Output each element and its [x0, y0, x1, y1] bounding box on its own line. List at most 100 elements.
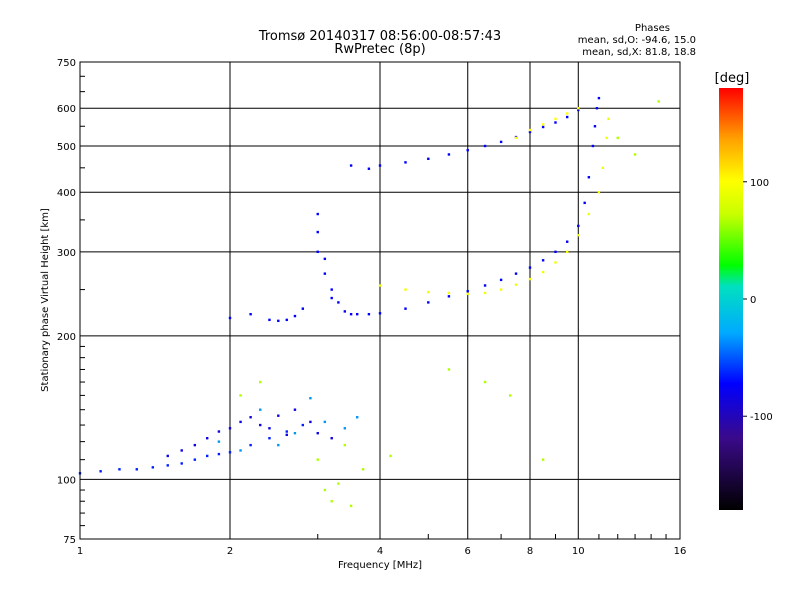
data-point — [277, 443, 280, 447]
data-point — [591, 144, 595, 148]
data-point — [343, 310, 347, 313]
data-point — [565, 115, 569, 119]
data-point — [447, 368, 451, 371]
data-point — [378, 312, 382, 315]
data-point — [337, 482, 340, 485]
data-point — [528, 277, 532, 281]
y-axis-label: Stationary phase Virtual Height [km] — [40, 208, 51, 392]
data-point — [316, 250, 319, 254]
data-point — [268, 318, 271, 322]
data-point — [228, 316, 232, 320]
data-point — [249, 443, 252, 447]
data-point — [565, 112, 569, 115]
data-point — [577, 107, 580, 110]
y-tick-label: 300 — [57, 248, 76, 259]
data-point — [323, 488, 327, 492]
data-point — [565, 250, 569, 254]
data-point — [330, 500, 333, 503]
data-point — [323, 272, 327, 275]
colorbar-tick-label: 100 — [750, 178, 769, 189]
plot-frame — [79, 61, 681, 540]
phases-mean-o: mean, sd,O: -94.6, 15.0 — [578, 35, 696, 46]
data-point — [466, 148, 469, 152]
phases-heading: Phases — [635, 23, 670, 34]
data-point — [361, 468, 365, 471]
data-point — [595, 107, 599, 110]
x-tick-label: 2 — [227, 546, 233, 557]
data-point — [259, 408, 262, 411]
data-point — [301, 423, 305, 427]
colorbar-tick-label: 0 — [750, 295, 756, 306]
data-point — [601, 166, 605, 170]
data-point — [514, 283, 518, 286]
data-point — [427, 290, 430, 294]
data-point — [554, 250, 557, 254]
data-point — [349, 504, 353, 508]
data-point — [597, 96, 601, 100]
data-point — [389, 454, 392, 458]
data-point — [205, 437, 209, 440]
colorbar-tick-label: -100 — [750, 412, 773, 423]
data-point — [508, 394, 512, 397]
data-point — [514, 136, 518, 140]
data-point — [466, 292, 469, 295]
x-tick-label: 6 — [465, 546, 471, 557]
data-point — [118, 468, 121, 471]
data-point — [239, 394, 242, 397]
data-point — [180, 449, 183, 452]
data-point — [554, 121, 557, 124]
data-point — [228, 427, 232, 430]
data-point — [616, 136, 619, 140]
data-point — [301, 307, 305, 310]
y-tick-label: 400 — [57, 188, 76, 199]
data-point — [607, 117, 610, 121]
data-point — [268, 437, 271, 440]
data-point — [249, 416, 252, 419]
data-point — [554, 117, 557, 121]
colorbar-unit-label: [deg] — [715, 71, 750, 86]
data-point — [293, 431, 297, 435]
data-point — [217, 452, 221, 456]
data-point — [166, 464, 169, 467]
x-tick-label: 16 — [674, 546, 687, 557]
data-point — [378, 284, 382, 287]
data-point — [597, 191, 601, 194]
data-point — [330, 288, 333, 291]
data-point — [228, 451, 232, 454]
data-point — [217, 430, 221, 433]
data-point — [355, 416, 359, 419]
data-point — [587, 176, 591, 179]
data-point — [447, 153, 451, 156]
chart-title-line2: RwPretec (8p) — [334, 42, 425, 57]
data-point — [343, 427, 347, 430]
data-point — [239, 420, 242, 424]
data-point — [499, 140, 503, 144]
data-point — [447, 291, 451, 295]
data-point — [499, 278, 503, 282]
data-point — [349, 164, 353, 167]
data-point — [239, 449, 242, 452]
data-point — [483, 291, 487, 295]
x-tick-label: 8 — [527, 546, 533, 557]
data-point — [404, 288, 407, 291]
grid-layer — [80, 62, 680, 539]
data-point — [316, 230, 319, 234]
data-point — [323, 420, 327, 424]
data-point — [541, 125, 545, 129]
data-point — [180, 462, 183, 465]
data-point — [605, 136, 608, 140]
data-point — [577, 234, 580, 237]
x-tick-label: 1 — [77, 546, 83, 557]
data-point — [193, 458, 197, 461]
data-point — [541, 458, 545, 461]
data-point — [316, 212, 319, 216]
data-point — [528, 266, 532, 269]
data-point — [135, 468, 138, 471]
data-point — [499, 288, 503, 291]
data-point — [528, 128, 532, 132]
data-point — [404, 161, 407, 164]
phases-mean-x: mean, sd,X: 81.8, 18.8 — [582, 47, 696, 58]
data-point — [268, 427, 271, 430]
data-point — [343, 443, 347, 447]
